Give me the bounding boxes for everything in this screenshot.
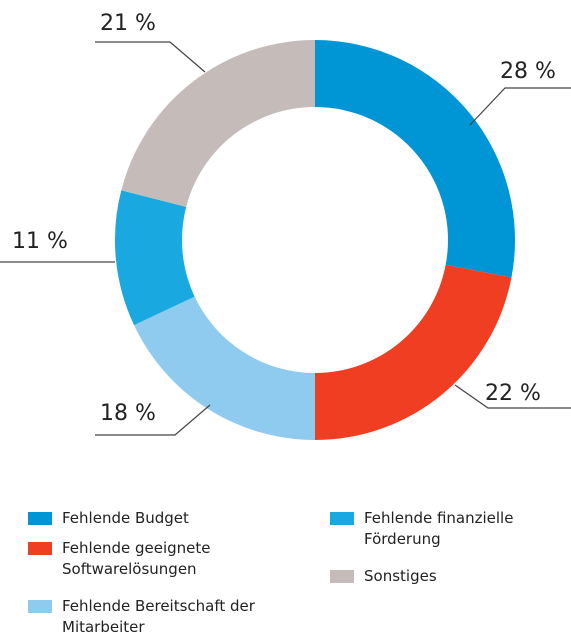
legend-swatch bbox=[28, 600, 52, 613]
leader-line bbox=[454, 384, 571, 409]
leader-line bbox=[469, 87, 571, 126]
leader-line bbox=[95, 41, 206, 73]
chart: 28 % 22 % 18 % 11 % 21 % bbox=[0, 11, 571, 440]
legend-swatch bbox=[330, 512, 354, 525]
data-label: 18 % bbox=[100, 401, 156, 426]
legend-swatch bbox=[28, 542, 52, 555]
data-label: 11 % bbox=[12, 229, 68, 254]
donut-slice bbox=[121, 40, 315, 207]
legend-label: Fehlende geeignete Softwarelösungen bbox=[62, 539, 211, 578]
leader-line bbox=[95, 404, 211, 436]
legend-swatch bbox=[28, 512, 52, 525]
legend-swatch bbox=[330, 570, 354, 583]
legend-label: Fehlende Budget bbox=[62, 509, 189, 527]
donut-slice bbox=[315, 264, 512, 440]
legend-label: Sonstiges bbox=[364, 567, 437, 585]
donut-slice bbox=[315, 40, 515, 278]
data-label: 22 % bbox=[485, 381, 541, 406]
donut-slice bbox=[115, 190, 195, 326]
data-label: 21 % bbox=[100, 11, 156, 36]
data-label: 28 % bbox=[500, 59, 556, 84]
legend-label: Fehlende finanzielle Förderung bbox=[364, 509, 514, 548]
legend-label: Fehlende Bereitschaft der Mitarbeiter bbox=[62, 597, 255, 636]
donut-slice bbox=[134, 296, 315, 440]
